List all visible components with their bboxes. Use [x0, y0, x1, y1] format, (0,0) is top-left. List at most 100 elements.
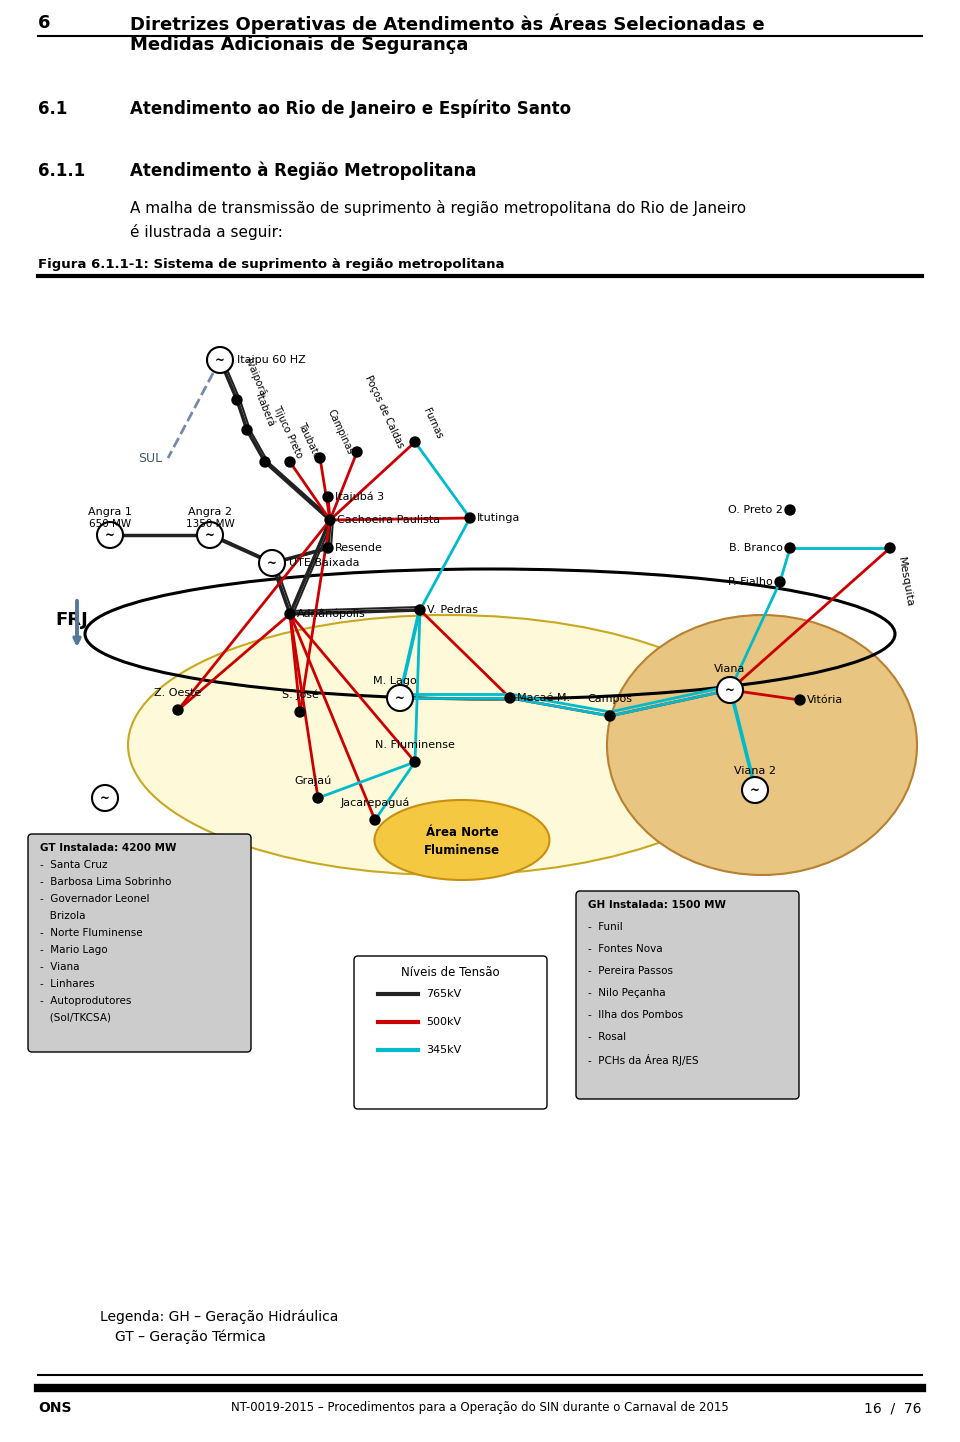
Text: Medidas Adicionais de Segurança: Medidas Adicionais de Segurança	[130, 36, 468, 53]
Text: GT – Geração Térmica: GT – Geração Térmica	[115, 1330, 266, 1344]
Text: GH Instalada: 1500 MW: GH Instalada: 1500 MW	[588, 900, 726, 910]
Text: Atendimento ao Rio de Janeiro e Espírito Santo: Atendimento ao Rio de Janeiro e Espírito…	[130, 99, 571, 118]
Text: ~: ~	[205, 529, 215, 542]
Text: -  Funil: - Funil	[588, 921, 623, 932]
Circle shape	[207, 348, 233, 373]
Circle shape	[285, 457, 295, 467]
Text: Diretrizes Operativas de Atendimento às Áreas Selecionadas e: Diretrizes Operativas de Atendimento às …	[130, 14, 764, 35]
Text: Área Norte: Área Norte	[425, 825, 498, 838]
Text: ONS: ONS	[38, 1402, 71, 1415]
Text: B. Branco: B. Branco	[730, 544, 783, 552]
Circle shape	[415, 606, 425, 614]
Text: 345kV: 345kV	[426, 1045, 461, 1056]
Text: Viana 2: Viana 2	[734, 766, 776, 776]
Text: 6.1.1: 6.1.1	[38, 162, 85, 180]
Text: -  Governador Leonel: - Governador Leonel	[40, 894, 150, 904]
Text: ~: ~	[100, 792, 110, 805]
Text: Furnas: Furnas	[421, 407, 444, 440]
Circle shape	[775, 577, 785, 587]
FancyBboxPatch shape	[576, 891, 799, 1099]
Circle shape	[785, 505, 795, 515]
FancyBboxPatch shape	[28, 833, 251, 1053]
Text: 6: 6	[38, 14, 51, 32]
Circle shape	[717, 676, 743, 704]
Text: Tijuco Preto: Tijuco Preto	[271, 404, 304, 460]
Text: GT Instalada: 4200 MW: GT Instalada: 4200 MW	[40, 844, 177, 854]
Text: -  Santa Cruz: - Santa Cruz	[40, 859, 108, 870]
Text: -  PCHs da Área RJ/ES: - PCHs da Área RJ/ES	[588, 1054, 699, 1066]
Text: Cachoeira Paulista: Cachoeira Paulista	[337, 515, 440, 525]
Text: 765kV: 765kV	[426, 989, 461, 999]
Circle shape	[387, 685, 413, 711]
Text: Grajaú: Grajaú	[295, 776, 331, 786]
Ellipse shape	[128, 614, 768, 875]
Text: Atendimento à Região Metropolitana: Atendimento à Região Metropolitana	[130, 162, 476, 180]
Circle shape	[410, 757, 420, 767]
Text: A malha de transmissão de suprimento à região metropolitana do Rio de Janeiro: A malha de transmissão de suprimento à r…	[130, 200, 746, 216]
Text: -  Nilo Peçanha: - Nilo Peçanha	[588, 988, 665, 998]
Circle shape	[750, 784, 760, 795]
Text: -  Viana: - Viana	[40, 962, 80, 972]
Circle shape	[410, 437, 420, 447]
Circle shape	[505, 694, 515, 704]
Text: Itaipu 60 HZ: Itaipu 60 HZ	[237, 355, 305, 365]
Text: FRJ: FRJ	[55, 611, 87, 629]
Circle shape	[232, 395, 242, 405]
Text: Campinas: Campinas	[326, 408, 355, 456]
Text: -  Mario Lago: - Mario Lago	[40, 945, 108, 955]
Circle shape	[795, 695, 805, 705]
Text: M. Lago: M. Lago	[373, 676, 417, 686]
Circle shape	[323, 492, 333, 502]
Text: Angra 2: Angra 2	[188, 508, 232, 518]
Text: ~: ~	[105, 529, 115, 542]
Text: Viana: Viana	[714, 663, 746, 673]
Text: ~: ~	[750, 783, 760, 796]
Circle shape	[313, 793, 323, 803]
Text: 650 MW: 650 MW	[89, 519, 132, 529]
Text: Itaberá: Itaberá	[253, 392, 276, 428]
Circle shape	[370, 815, 380, 825]
Circle shape	[395, 694, 405, 704]
Text: -  Linhares: - Linhares	[40, 979, 95, 989]
Text: SUL: SUL	[138, 451, 162, 464]
Text: 500kV: 500kV	[426, 1017, 461, 1027]
Text: ~: ~	[725, 684, 735, 696]
Text: ~: ~	[267, 557, 276, 570]
Text: Mesquita: Mesquita	[896, 557, 915, 609]
Ellipse shape	[607, 614, 917, 875]
Text: 16  /  76: 16 / 76	[865, 1402, 922, 1415]
Text: ~: ~	[215, 353, 225, 366]
Circle shape	[173, 705, 183, 715]
Circle shape	[785, 544, 795, 552]
Ellipse shape	[374, 800, 549, 880]
Circle shape	[260, 457, 270, 467]
Text: Vitória: Vitória	[807, 695, 843, 705]
Circle shape	[885, 544, 895, 552]
Circle shape	[315, 453, 325, 463]
Text: Legenda: GH – Geração Hidráulica: Legenda: GH – Geração Hidráulica	[100, 1309, 338, 1325]
Text: (Sol/TKCSA): (Sol/TKCSA)	[40, 1012, 111, 1022]
Text: Ivaiporã: Ivaiporã	[243, 358, 267, 398]
Text: S. José: S. José	[281, 689, 319, 699]
Circle shape	[92, 784, 118, 810]
Text: Macaé M.: Macaé M.	[517, 694, 570, 704]
Text: N. Fluminense: N. Fluminense	[375, 740, 455, 750]
Text: é ilustrada a seguir:: é ilustrada a seguir:	[130, 224, 283, 239]
Text: ~: ~	[396, 692, 405, 705]
Circle shape	[259, 549, 285, 575]
Text: -  Barbosa Lima Sobrinho: - Barbosa Lima Sobrinho	[40, 877, 172, 887]
Circle shape	[197, 522, 223, 548]
Circle shape	[242, 425, 252, 435]
Text: Níveis de Tensão: Níveis de Tensão	[400, 966, 499, 979]
Text: Poços de Caldas: Poços de Caldas	[363, 373, 405, 450]
Circle shape	[323, 544, 333, 552]
Text: Itajubá 3: Itajubá 3	[335, 492, 384, 502]
Text: Adriânópolis: Adriânópolis	[297, 609, 366, 619]
Text: -  Ilha dos Pombos: - Ilha dos Pombos	[588, 1009, 684, 1019]
Circle shape	[352, 447, 362, 457]
Text: NT-0019-2015 – Procedimentos para a Operação do SIN durante o Carnaval de 2015: NT-0019-2015 – Procedimentos para a Oper…	[231, 1402, 729, 1415]
Text: 6.1: 6.1	[38, 99, 67, 118]
Text: -  Pereira Passos: - Pereira Passos	[588, 966, 673, 976]
Text: Fluminense: Fluminense	[424, 844, 500, 857]
Circle shape	[605, 711, 615, 721]
